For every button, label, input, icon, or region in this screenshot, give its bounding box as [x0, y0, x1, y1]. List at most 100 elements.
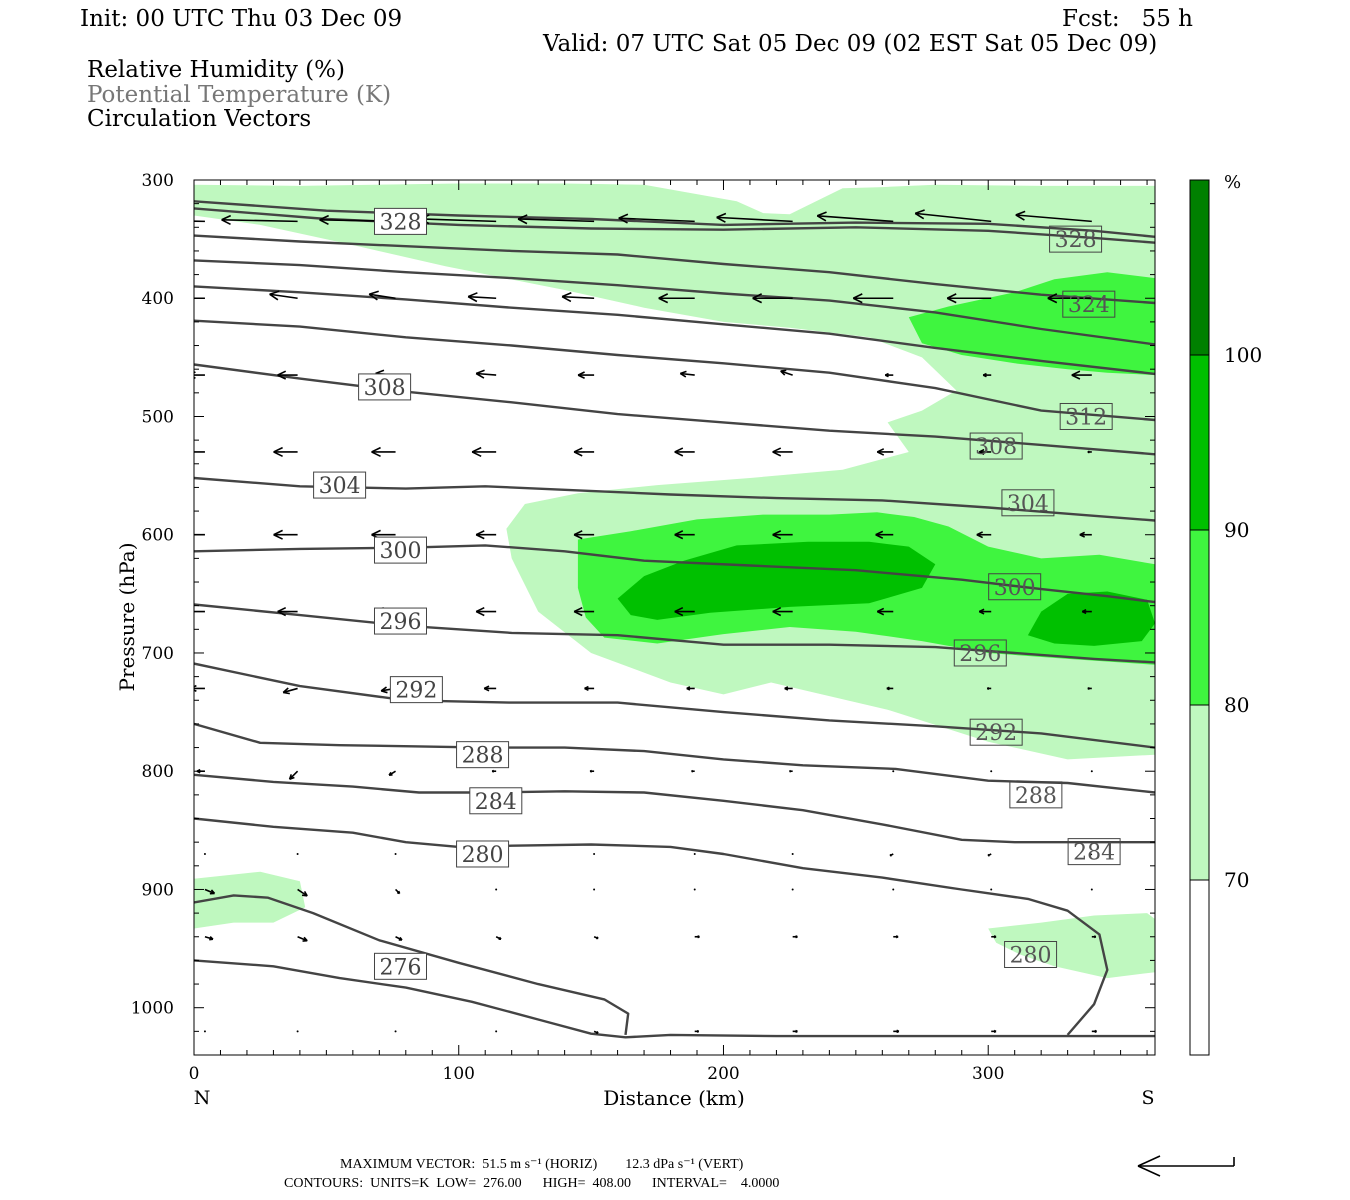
colorbar-tick-label: 100 [1224, 343, 1262, 367]
wind-vector [584, 685, 595, 692]
wind-vector [772, 530, 793, 540]
wind-vector [618, 213, 695, 224]
wind-vector [593, 1030, 599, 1034]
wind-vector [752, 293, 793, 304]
wind-vector [991, 1029, 997, 1034]
max-vector-note: MAXIMUM VECTOR: 51.5 m s⁻¹ (HORIZ) 12.3 … [340, 1157, 744, 1172]
wind-vector [273, 529, 298, 540]
contour-label: 292 [389, 676, 443, 704]
wind-vector [946, 293, 992, 304]
y-tick-label: 900 [142, 880, 174, 900]
wind-vector [221, 214, 298, 226]
south-end-label: S [1141, 1087, 1154, 1109]
wind-vector [277, 370, 298, 380]
wind-vector [394, 852, 397, 855]
wind-vector [1091, 935, 1097, 939]
colorbar-band [1190, 180, 1209, 355]
wind-vector [573, 606, 595, 617]
wind-vector [395, 936, 403, 941]
north-end-label: N [194, 1087, 211, 1109]
rh-region-90 [1027, 591, 1155, 646]
contour-label: 300 [373, 536, 427, 564]
svg-text:300: 300 [994, 576, 1036, 601]
theta-contour-284 [194, 773, 1155, 844]
contour-label: 328 [1049, 225, 1103, 253]
wind-vector [388, 770, 396, 777]
wind-vector [978, 608, 992, 615]
wind-vector [686, 686, 695, 691]
wind-vector [471, 446, 497, 458]
contour-label: 296 [373, 607, 427, 635]
rh-region-90 [617, 541, 936, 620]
svg-text:284: 284 [475, 790, 517, 815]
wind-vector [982, 372, 992, 378]
svg-text:280: 280 [462, 843, 504, 868]
y-axis-label: Pressure (hPa) [115, 543, 139, 692]
wind-vector [475, 606, 497, 617]
contour-label: 288 [456, 741, 510, 769]
wind-vector [1015, 210, 1092, 223]
contour-label: 328 [373, 207, 427, 235]
contour-label: 284 [469, 787, 523, 815]
init-time: Init: 00 UTC Thu 03 Dec 09 [80, 6, 403, 32]
wind-vector [593, 888, 596, 891]
wind-vector [288, 770, 299, 780]
wind-vector [914, 209, 992, 223]
colorbar-band [1190, 880, 1209, 1055]
wind-vector [792, 1029, 798, 1034]
wind-vector [194, 451, 205, 453]
svg-text:296: 296 [959, 642, 1001, 667]
forecast-hour: Fcst: 55 h [1062, 6, 1193, 32]
contour-label: 304 [313, 471, 367, 499]
wind-vector [1087, 686, 1092, 690]
colorbar-unit: % [1224, 172, 1241, 193]
wind-vector [1090, 770, 1093, 773]
wind-vector [986, 686, 992, 690]
wind-vector [1071, 370, 1092, 380]
theta-contour-308 [194, 363, 1155, 456]
svg-text:288: 288 [462, 744, 504, 769]
svg-text:328: 328 [379, 210, 421, 235]
wind-vector [1079, 531, 1092, 538]
y-tick-label: 700 [142, 644, 174, 664]
wind-vector [491, 769, 497, 773]
wind-vector [297, 888, 308, 897]
contour-label: 280 [1004, 940, 1058, 968]
theta-contours [194, 200, 1155, 1039]
theta-contour-312 [194, 319, 1155, 422]
wind-vector [573, 447, 595, 457]
theta-contour-288 [194, 722, 1155, 794]
wind-vector [693, 888, 696, 891]
wind-vector [987, 853, 992, 857]
wind-vector [876, 448, 894, 456]
wind-vector [203, 852, 206, 855]
rh-region-70 [988, 913, 1155, 979]
contour-label: 288 [1009, 781, 1063, 809]
colorbar-tick-label: 90 [1224, 518, 1249, 542]
wind-vector [573, 530, 595, 540]
wind-vector [577, 371, 595, 379]
svg-text:288: 288 [1015, 784, 1057, 809]
wind-vector [593, 852, 596, 855]
wind-vector [780, 369, 793, 376]
contour-label: 304 [1001, 489, 1055, 517]
wind-vector [976, 531, 992, 539]
svg-text:296: 296 [379, 610, 421, 635]
colorbar-band [1190, 355, 1209, 530]
wind-vector [693, 852, 696, 855]
svg-text:280: 280 [1010, 943, 1052, 968]
contour-label: 300 [988, 573, 1042, 601]
svg-text:300: 300 [379, 539, 421, 564]
rh-shading [194, 183, 1155, 979]
theta-contour-292 [194, 662, 1155, 749]
wind-vector [791, 888, 794, 891]
wind-vector [1090, 888, 1093, 891]
wind-vector [1081, 608, 1092, 615]
wind-vector [561, 292, 595, 303]
contour-label: 324 [1062, 290, 1116, 318]
wind-vector [204, 888, 216, 895]
wind-vector [990, 770, 993, 773]
wind-vector [593, 936, 599, 940]
field-rh-title: Relative Humidity (%) [87, 57, 345, 83]
wind-vector [789, 769, 793, 773]
